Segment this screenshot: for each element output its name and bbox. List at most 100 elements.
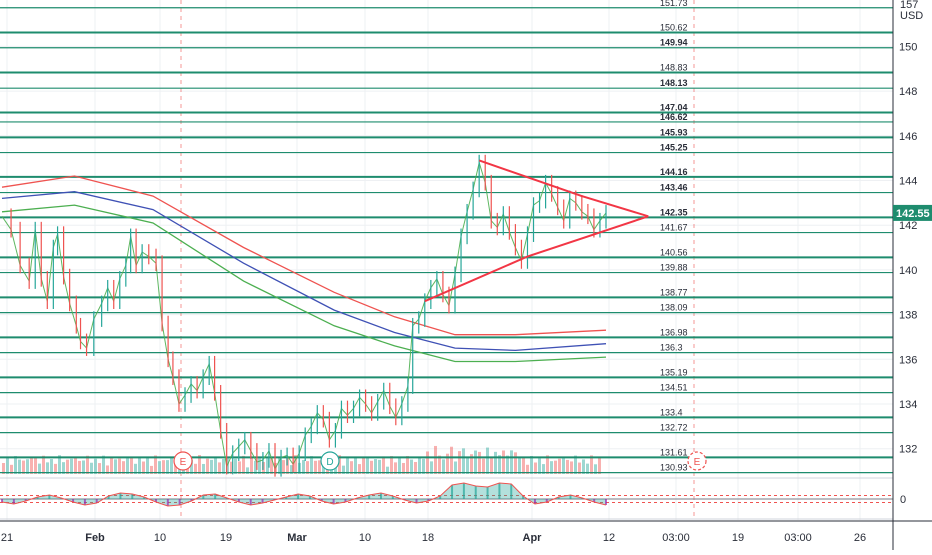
volume-bar: [146, 457, 149, 474]
price-tick: 150: [899, 41, 917, 53]
volume-bar: [18, 459, 21, 474]
volume-bar: [446, 453, 449, 474]
volume-bar: [190, 459, 193, 474]
volume-bar: [506, 455, 509, 474]
level-label: 138.09: [660, 303, 688, 313]
volume-bar: [94, 458, 97, 474]
date-tick: 03:00: [784, 532, 812, 544]
volume-bar: [346, 457, 349, 474]
volume-bar: [118, 458, 121, 474]
volume-bar: [78, 460, 81, 474]
volume-bar: [234, 458, 237, 474]
volume-bar: [58, 455, 61, 474]
dividend-marker-circle: [320, 451, 340, 471]
dividend-marker-label: D: [326, 457, 333, 468]
volume-bar: [38, 463, 41, 474]
osc-zero-label: 0: [900, 494, 906, 506]
volume-bar: [474, 450, 477, 474]
volume-bar: [362, 457, 365, 474]
volume-bar: [294, 455, 297, 474]
date-tick: Feb: [85, 532, 105, 544]
volume-bar: [250, 456, 253, 474]
volume-bar: [270, 458, 273, 474]
level-label: 141.67: [660, 223, 688, 233]
volume-bar: [34, 458, 37, 474]
volume-bar: [66, 459, 69, 474]
volume-bar: [358, 464, 361, 474]
volume-bar: [286, 457, 289, 474]
volume-bar: [310, 456, 313, 474]
volume-bar: [314, 460, 317, 474]
volume-bar: [490, 457, 493, 474]
volume-bar: [210, 459, 213, 474]
dividend-marker[interactable]: D: [320, 451, 340, 471]
volume-bar: [594, 464, 597, 474]
volume-bar: [538, 458, 541, 474]
volume-bar: [14, 456, 17, 474]
volume-bar: [598, 457, 601, 474]
volume-bar: [166, 460, 169, 474]
price-tick: 146: [899, 131, 917, 143]
level-label: 149.94: [660, 38, 688, 48]
level-label: 140.56: [660, 247, 688, 257]
triangle-lower-line[interactable]: [424, 215, 649, 303]
volume-bar: [86, 455, 89, 474]
volume-bar: [374, 459, 377, 474]
earnings-marker[interactable]: E: [687, 451, 707, 471]
price-tick: 138: [899, 310, 917, 322]
volume-bar: [2, 463, 5, 474]
volume-bar: [350, 461, 353, 474]
price-tick: 148: [899, 86, 917, 98]
volume-bar: [150, 465, 153, 474]
volume-bar: [562, 457, 565, 474]
volume-bar: [338, 455, 341, 474]
volume-bar: [454, 461, 457, 474]
volume-bar: [30, 458, 33, 474]
volume-bar: [266, 456, 269, 474]
volume-bar: [258, 458, 261, 474]
volume-bar: [402, 462, 405, 474]
volume-bar: [242, 455, 245, 474]
date-tick: 10: [154, 532, 166, 544]
volume-bar: [582, 459, 585, 474]
volume-bar: [558, 458, 561, 474]
current-price-label: 142.55: [896, 208, 930, 220]
grid: [0, 0, 893, 520]
volume-bar: [238, 461, 241, 474]
earnings-marker-label: E: [180, 457, 187, 468]
volume-bar: [386, 466, 389, 474]
volume-bar: [450, 446, 453, 474]
date-tick: 12: [603, 532, 615, 544]
volume-bar: [10, 464, 13, 474]
volume-bar: [42, 455, 45, 474]
volume-bar: [50, 459, 53, 474]
volume-bar: [458, 451, 461, 474]
date-axis[interactable]: 21 Feb 10 19 Mar 10 18 Apr 12 03:00 19 03:00 26: [0, 520, 932, 544]
volume-bar: [378, 459, 381, 474]
date-tick: 10: [359, 532, 371, 544]
volume-bar: [138, 456, 141, 474]
current-price-badge[interactable]: [893, 204, 932, 221]
volume-bar: [542, 464, 545, 474]
date-tick: 21: [1, 532, 13, 544]
volume-bar: [534, 462, 537, 474]
moving-averages: [1, 175, 607, 363]
earnings-marker[interactable]: E: [173, 451, 193, 471]
volume-bar: [82, 460, 85, 474]
volume-bar: [6, 456, 9, 474]
level-label: 148.83: [660, 63, 688, 73]
volume-bar: [194, 463, 197, 474]
volume-bar: [566, 459, 569, 474]
currency-label[interactable]: USD: [900, 10, 923, 22]
triangle-upper-line[interactable]: [478, 159, 649, 218]
volume-bar: [442, 459, 445, 474]
volume-bar: [154, 455, 157, 474]
level-label: 136.98: [660, 327, 688, 337]
price-tick: 144: [899, 176, 917, 188]
triangle-pattern[interactable]: [424, 159, 649, 303]
moving-average-line: [1, 175, 607, 336]
